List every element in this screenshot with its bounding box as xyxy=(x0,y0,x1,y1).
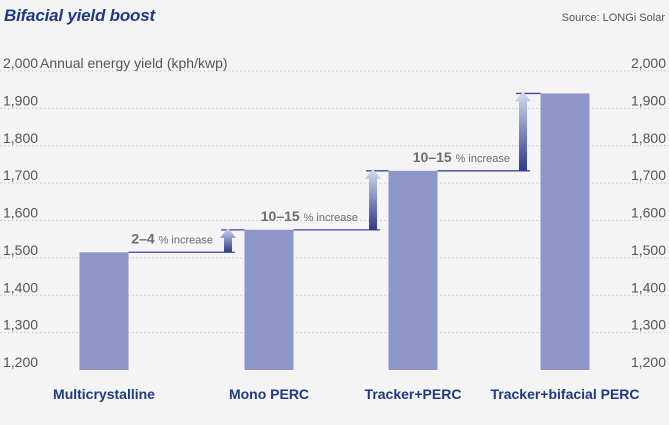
y-tick-label-right: 2,000 xyxy=(631,55,666,71)
category-label: Tracker+bifacial PERC xyxy=(490,386,639,402)
bars xyxy=(79,93,590,371)
y-tick-label-left: 1,900 xyxy=(3,92,38,108)
y-tick-label-right: 1,400 xyxy=(631,279,666,295)
x-axis-categories: Multicrystalline Mono PERC Tracker+PERC Tra… xyxy=(53,386,639,402)
category-label: Multicrystalline xyxy=(53,386,155,402)
y-tick-label-right: 1,600 xyxy=(631,205,666,221)
increase-range: 10–15 xyxy=(413,149,456,165)
increase-arrows xyxy=(220,91,531,253)
y-tick-label-left: 1,600 xyxy=(3,205,38,221)
y-tick-label-left: 1,500 xyxy=(3,242,38,258)
bar-1 xyxy=(79,252,129,370)
y-tick-label-right: 1,700 xyxy=(631,167,666,183)
y-axis-left: 1,200 1,300 1,400 1,500 1,600 1,700 1,800 1,900… xyxy=(3,55,38,370)
y-axis-label: Annual energy yield (kph/kwp) xyxy=(40,55,228,71)
connector-lines xyxy=(128,92,541,253)
bar-4 xyxy=(540,93,590,371)
y-tick-label-left: 1,700 xyxy=(3,167,38,183)
category-label: Tracker+PERC xyxy=(365,386,462,402)
source-note: Source: LONGi Solar xyxy=(561,12,665,24)
y-tick-label-left: 1,400 xyxy=(3,279,38,295)
up-arrow-icon xyxy=(220,227,236,253)
y-tick-label-left: 1,200 xyxy=(3,354,38,370)
increase-range: 2–4 xyxy=(131,230,158,246)
increase-suffix: % increase xyxy=(159,234,213,246)
increase-annotation: 10–15 % increase xyxy=(413,149,510,165)
y-axis-right: 1,200 1,300 1,400 1,500 1,600 1,700 1,800 1,900… xyxy=(631,55,666,370)
up-arrow-icon xyxy=(365,168,381,230)
increase-suffix: % increase xyxy=(304,212,358,224)
y-tick-label-right: 1,800 xyxy=(631,130,666,146)
bar-2 xyxy=(244,229,294,370)
bar-3 xyxy=(388,170,438,370)
up-arrow-icon xyxy=(515,91,531,171)
category-label: Mono PERC xyxy=(229,386,309,402)
increase-annotation: 10–15 % increase xyxy=(261,208,358,224)
increase-range: 10–15 xyxy=(261,208,304,224)
y-tick-label-right: 1,500 xyxy=(631,242,666,258)
y-tick-label-left: 1,300 xyxy=(3,317,38,333)
increase-annotation: 2–4 % increase xyxy=(131,230,213,246)
y-tick-label-left: 1,800 xyxy=(3,130,38,146)
y-tick-label-right: 1,200 xyxy=(631,354,666,370)
chart-title: Bifacial yield boost xyxy=(4,6,155,25)
y-tick-label-right: 1,900 xyxy=(631,92,666,108)
y-tick-label-left: 2,000 xyxy=(3,55,38,71)
y-tick-label-right: 1,300 xyxy=(631,317,666,333)
increase-suffix: % increase xyxy=(456,153,510,165)
